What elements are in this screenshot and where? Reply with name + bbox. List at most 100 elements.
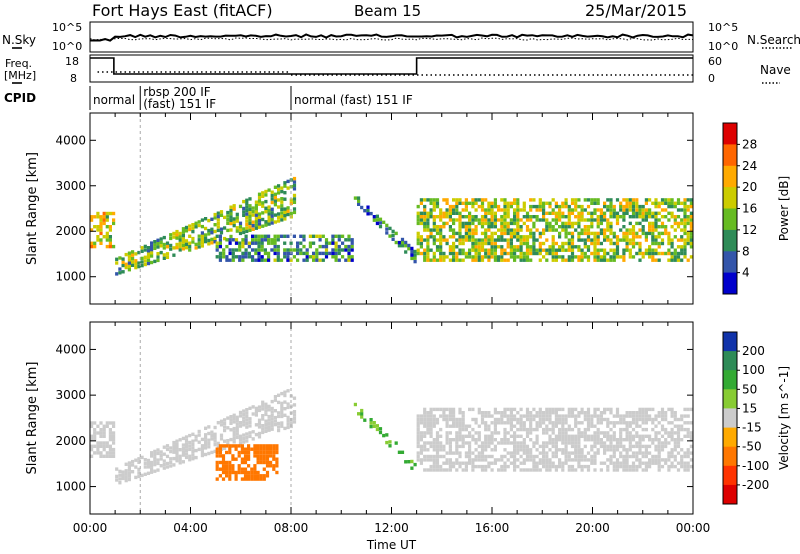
echo-cell <box>251 248 255 252</box>
colorbar-swatch <box>723 427 737 448</box>
echo-cell <box>676 208 681 212</box>
echo-cell <box>93 434 97 438</box>
echo-cell <box>683 255 687 259</box>
echo-cell <box>108 437 112 442</box>
echo-cell <box>648 414 652 418</box>
echo-cell <box>535 208 539 212</box>
echo-cell <box>471 231 475 236</box>
echo-cell <box>213 436 217 440</box>
echo-cell <box>248 207 252 211</box>
echo-cell <box>312 258 316 262</box>
echo-cell <box>461 417 465 422</box>
echo-cell <box>96 424 100 428</box>
echo-cell <box>509 201 513 205</box>
echo-cell <box>651 258 655 262</box>
echo-cell <box>506 451 510 455</box>
echo-cell <box>247 477 251 481</box>
echo-cell <box>210 437 214 441</box>
echo-cell <box>689 221 693 226</box>
echo-cell <box>468 221 472 226</box>
echo-cell <box>254 432 258 437</box>
echo-cell <box>580 231 584 236</box>
echo-cell <box>497 245 501 249</box>
echo-cell <box>567 468 571 472</box>
echo-cell <box>609 211 613 215</box>
echo-cell <box>200 444 204 448</box>
echo-cell <box>689 421 693 425</box>
echo-cell <box>493 417 497 422</box>
echo-cell <box>689 245 693 249</box>
echo-cell <box>188 244 192 249</box>
echo-cell <box>580 228 584 232</box>
echo-cell <box>561 461 565 465</box>
echo-cell <box>538 468 542 472</box>
echo-cell <box>506 417 510 422</box>
echo-cell <box>194 434 198 439</box>
echo-cell <box>219 437 224 441</box>
echo-cell <box>143 259 147 263</box>
echo-cell <box>229 437 233 442</box>
echo-cell <box>628 201 632 205</box>
echo-cell <box>248 221 252 225</box>
echo-cell <box>638 444 642 449</box>
echo-cell <box>683 451 687 455</box>
echo-cell <box>628 468 632 472</box>
echo-cell <box>593 238 597 242</box>
echo-cell <box>545 258 549 262</box>
echo-cell <box>334 244 338 249</box>
echo-cell <box>146 465 151 469</box>
echo-cell <box>286 415 290 420</box>
echo-cell <box>242 423 246 427</box>
echo-cell <box>596 421 600 425</box>
echo-cell <box>525 251 530 256</box>
echo-cell <box>372 218 376 222</box>
echo-cell <box>596 407 600 412</box>
echo-cell <box>503 431 507 435</box>
echo-cell <box>509 218 513 222</box>
echo-cell <box>143 255 147 259</box>
echo-cell <box>657 245 661 249</box>
echo-cell <box>331 248 335 252</box>
echo-cell <box>596 431 600 435</box>
echo-cell <box>657 451 661 455</box>
echo-cell <box>231 470 235 475</box>
echo-cell <box>270 197 274 201</box>
echo-cell <box>445 215 449 219</box>
echo-cell <box>429 468 433 472</box>
echo-cell <box>513 251 517 256</box>
echo-cell <box>490 414 494 418</box>
echo-cell <box>564 441 568 445</box>
echo-cell <box>172 246 176 250</box>
echo-cell <box>197 220 201 224</box>
echo-cell <box>452 248 456 252</box>
echo-cell <box>651 228 655 232</box>
echo-cell <box>580 448 584 452</box>
echo-cell <box>245 205 249 209</box>
echo-cell <box>240 467 244 471</box>
echo-cell <box>257 251 261 256</box>
echo-cell <box>667 251 671 256</box>
echo-cell <box>522 201 526 205</box>
echo-cell <box>689 198 693 202</box>
echo-cell <box>286 402 290 406</box>
echo-cell <box>503 208 507 212</box>
echo-cell <box>487 255 491 259</box>
echo-cell <box>474 198 478 202</box>
echo-cell <box>244 255 248 259</box>
echo-cell <box>599 218 603 222</box>
echo-cell <box>226 442 230 446</box>
echo-cell <box>200 234 204 238</box>
echo-cell <box>596 251 600 256</box>
echo-cell <box>680 245 684 249</box>
echo-cell <box>593 245 597 249</box>
echo-cell <box>577 204 581 209</box>
echo-cell <box>683 454 687 459</box>
echo-cell <box>357 199 361 203</box>
echo-cell <box>452 231 456 236</box>
echo-cell <box>586 248 591 252</box>
echo-cell <box>191 236 195 241</box>
echo-cell <box>599 461 603 465</box>
echo-cell <box>574 228 578 232</box>
echo-cell <box>654 201 658 205</box>
echo-cell <box>593 411 597 415</box>
